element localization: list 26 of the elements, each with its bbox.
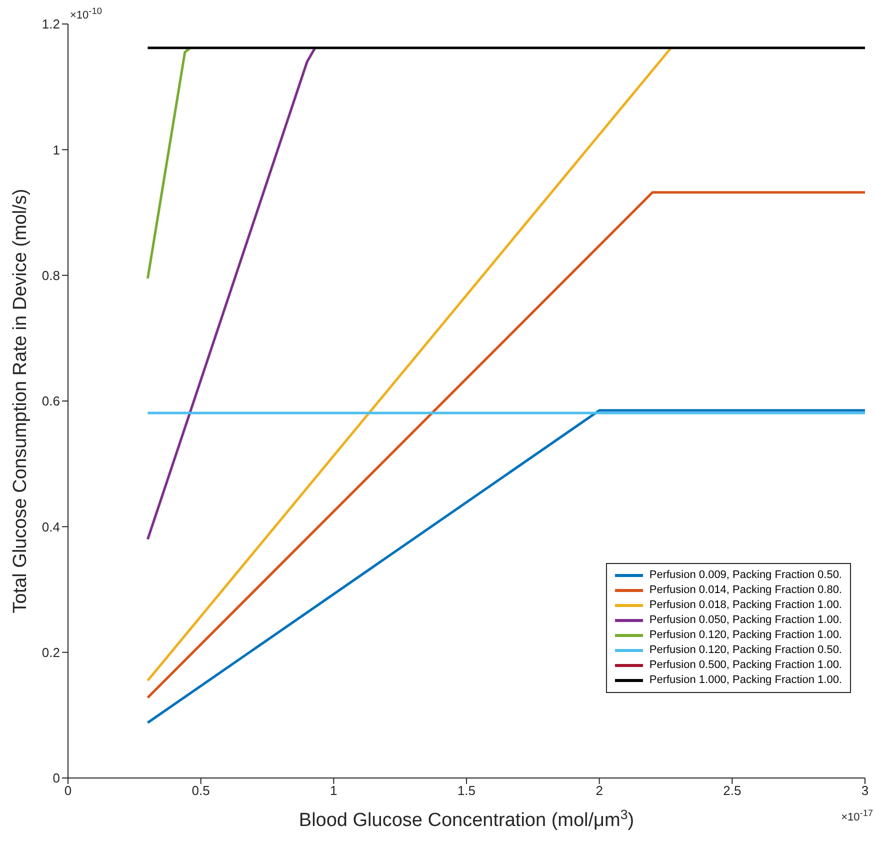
- legend-label: Perfusion 0.050, Packing Fraction 1.00.: [649, 613, 842, 628]
- y-tick-label: 0: [52, 770, 60, 786]
- legend-label: Perfusion 0.009, Packing Fraction 0.50.: [649, 568, 842, 583]
- legend-label: Perfusion 0.014, Packing Fraction 0.80.: [649, 583, 842, 598]
- y-tick-label: 1: [52, 142, 60, 158]
- x-tick-label: 3: [861, 783, 869, 798]
- legend-label: Perfusion 1.000, Packing Fraction 1.00.: [649, 673, 842, 688]
- legend-label: Perfusion 0.500, Packing Fraction 1.00.: [649, 658, 842, 673]
- text: ×10$^{-10}$: [70, 6, 102, 22]
- y-tick-label: 0.8: [42, 268, 60, 283]
- legend-label: Perfusion 0.120, Packing Fraction 0.50.: [649, 643, 842, 658]
- text: ×10$^{-17}$: [841, 808, 873, 824]
- x-tick-label: 2.5: [723, 783, 742, 798]
- x-tick-label: 1.5: [457, 783, 476, 798]
- y-tick-label: 1.2: [42, 16, 60, 32]
- y-tick-label: 0.4: [42, 519, 60, 534]
- y-axis-title: Total Glucose Consumption Rate in Device (mol/s): [10, 188, 31, 614]
- x-axis-title: Blood Glucose Concentration (mol/μm$^{3}$): [298, 806, 634, 831]
- legend-label: Perfusion 0.018, Packing Fraction 1.00.: [649, 598, 842, 613]
- x-tick-label: 0: [64, 783, 72, 798]
- y-tick-label: 0.2: [42, 644, 60, 660]
- x-tick-label: 1: [330, 783, 338, 798]
- x-tick-label: 2: [596, 783, 603, 798]
- legend-label: Perfusion 0.120, Packing Fraction 1.00.: [649, 628, 842, 643]
- y-tick-label: 0.6: [42, 394, 60, 409]
- x-tick-label: 0.5: [192, 783, 210, 798]
